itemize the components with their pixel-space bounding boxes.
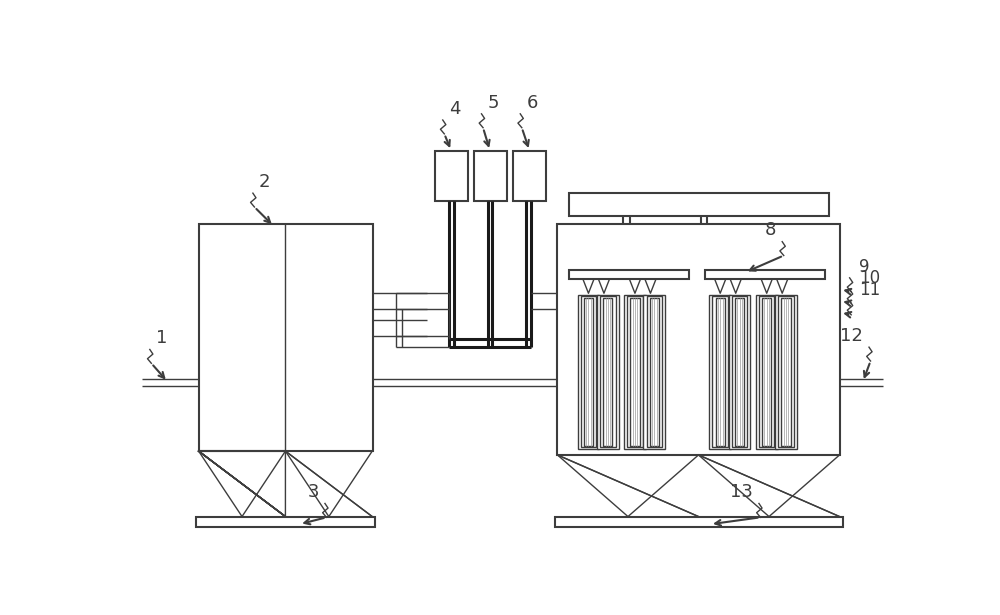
Bar: [705, 270, 825, 279]
Text: 12: 12: [840, 327, 863, 345]
Text: 6: 6: [526, 93, 538, 111]
Bar: [555, 517, 843, 526]
Text: 4: 4: [449, 100, 460, 117]
Bar: [474, 151, 507, 201]
Bar: [627, 296, 643, 447]
Bar: [603, 298, 612, 446]
Bar: [759, 296, 774, 447]
Bar: [512, 151, 546, 201]
Text: 9: 9: [859, 258, 869, 276]
Bar: [775, 295, 797, 449]
Bar: [435, 151, 468, 201]
Text: 13: 13: [730, 483, 753, 501]
Bar: [557, 224, 840, 455]
Bar: [199, 224, 373, 451]
Bar: [584, 298, 593, 446]
Bar: [581, 296, 596, 447]
Bar: [578, 295, 599, 449]
Bar: [756, 295, 778, 449]
Bar: [597, 295, 619, 449]
Bar: [762, 298, 771, 446]
Bar: [735, 298, 744, 446]
Bar: [712, 296, 728, 447]
Bar: [630, 298, 640, 446]
Bar: [709, 295, 731, 449]
Text: 2: 2: [259, 173, 271, 191]
Bar: [600, 296, 616, 447]
Text: 5: 5: [488, 93, 499, 111]
Bar: [732, 296, 747, 447]
Text: 1: 1: [156, 329, 167, 347]
Bar: [196, 517, 375, 526]
Bar: [716, 298, 725, 446]
Text: 8: 8: [765, 221, 776, 239]
Bar: [647, 296, 662, 447]
Text: 3: 3: [307, 483, 319, 501]
Bar: [569, 270, 689, 279]
Bar: [569, 193, 829, 216]
Bar: [729, 295, 750, 449]
Bar: [650, 298, 659, 446]
Bar: [781, 298, 791, 446]
Text: 11: 11: [859, 280, 880, 299]
Bar: [643, 295, 665, 449]
Bar: [778, 296, 794, 447]
Bar: [624, 295, 646, 449]
Text: 10: 10: [859, 269, 880, 287]
